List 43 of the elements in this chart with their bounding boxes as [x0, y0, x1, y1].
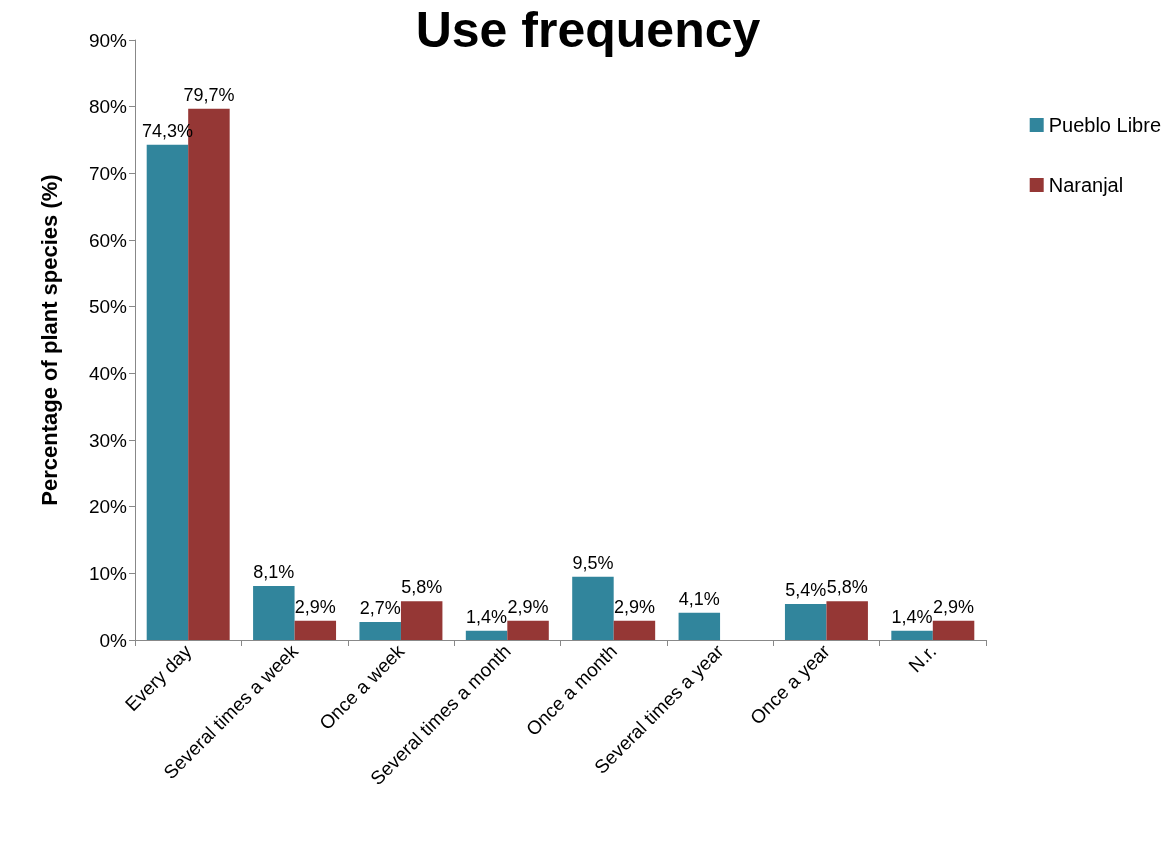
data-label: 8,1%	[253, 562, 295, 582]
bar	[294, 620, 337, 640]
y-tick-label: 60%	[88, 229, 128, 251]
y-tick-label: 90%	[88, 29, 128, 51]
data-label: 5,8%	[826, 577, 868, 598]
data-label: 5,8%	[401, 577, 443, 598]
bar	[826, 601, 868, 640]
bar	[572, 576, 614, 640]
y-tick-label: 20%	[88, 496, 128, 518]
y-tick-label: 80%	[88, 96, 128, 118]
data-label: 1,4%	[466, 606, 508, 627]
bar	[932, 620, 975, 640]
data-label: 5,4%	[785, 580, 827, 600]
data-label: 2,9%	[507, 596, 549, 617]
data-label: 1,4%	[891, 606, 933, 627]
data-label: 2,9%	[294, 596, 336, 617]
data-label: 9,5%	[572, 552, 614, 573]
legend-label: Pueblo Libre	[1048, 114, 1162, 136]
y-tick-label: 0%	[99, 629, 128, 651]
y-tick-label: 70%	[88, 162, 128, 184]
bar	[891, 630, 933, 640]
bar	[613, 620, 656, 640]
data-label: 79,7%	[183, 84, 235, 105]
x-tick-label: N.r.	[904, 640, 941, 677]
y-tick-label: 40%	[88, 362, 128, 384]
bar	[465, 630, 508, 640]
y-tick-label: 30%	[88, 429, 128, 451]
bar	[400, 601, 443, 640]
bar	[359, 622, 401, 640]
legend-label: Naranjal	[1048, 174, 1124, 196]
bar	[678, 612, 721, 640]
y-axis-title: Percentage of plant species (%)	[36, 174, 62, 506]
bar	[507, 620, 549, 640]
data-label: 2,9%	[613, 596, 655, 617]
bar	[146, 144, 189, 640]
y-tick-label: 10%	[88, 562, 128, 584]
y-tick-label: 50%	[88, 296, 128, 318]
bar	[253, 586, 295, 640]
data-label: 2,7%	[359, 598, 401, 618]
data-label: 4,1%	[678, 588, 720, 609]
data-label: 2,9%	[933, 596, 975, 617]
chart-title: Use frequency	[415, 2, 761, 58]
bar	[784, 604, 827, 640]
